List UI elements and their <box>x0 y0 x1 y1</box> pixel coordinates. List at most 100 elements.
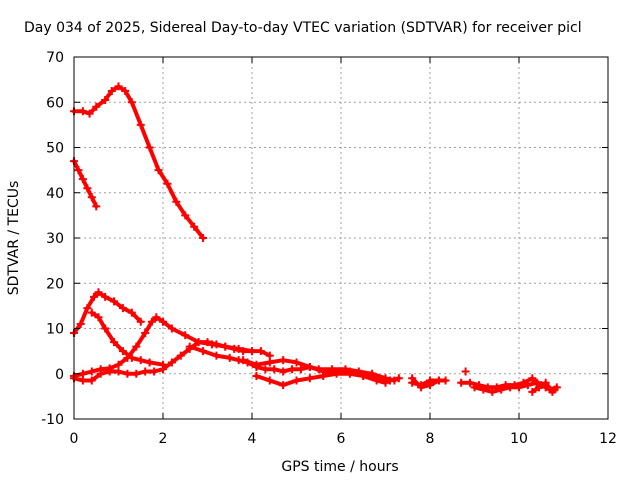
data-point <box>83 184 92 193</box>
data-point <box>123 369 132 378</box>
series-sat-a <box>70 82 208 242</box>
data-point <box>105 367 114 376</box>
data-point <box>541 378 550 387</box>
data-point <box>83 304 92 313</box>
x-axis-label: GPS time / hours <box>281 459 398 475</box>
y-tick-label: 0 <box>55 367 64 383</box>
data-point <box>181 331 190 340</box>
data-point <box>94 288 103 297</box>
data-point <box>548 387 557 396</box>
data-point <box>279 381 288 390</box>
data-point <box>394 374 403 383</box>
plot-series <box>70 82 561 396</box>
data-point <box>199 347 208 356</box>
data-point <box>385 376 394 385</box>
data-point <box>132 369 141 378</box>
data-point <box>132 342 141 351</box>
chart-title: Day 034 of 2025, Sidereal Day-to-day VTE… <box>24 20 582 36</box>
y-tick-label: 10 <box>46 322 64 338</box>
data-point <box>230 344 239 353</box>
data-point <box>150 367 159 376</box>
x-tick-label: 10 <box>510 431 528 447</box>
data-point <box>147 317 156 326</box>
data-point <box>110 297 119 306</box>
series-sat-i <box>252 369 403 390</box>
data-point <box>163 179 172 188</box>
data-point <box>261 365 270 374</box>
data-point <box>345 369 354 378</box>
data-point <box>78 376 87 385</box>
data-point <box>94 313 103 322</box>
data-point <box>292 358 301 367</box>
y-tick-label: -10 <box>41 412 64 428</box>
data-point <box>239 347 248 356</box>
data-point <box>528 387 537 396</box>
data-point <box>92 102 101 111</box>
data-point <box>265 351 274 360</box>
data-point <box>78 107 87 116</box>
data-point <box>87 193 96 202</box>
data-point <box>87 308 96 317</box>
data-point <box>441 376 450 385</box>
series-line <box>410 376 441 390</box>
data-point <box>408 374 417 383</box>
data-point <box>78 369 87 378</box>
data-point <box>87 367 96 376</box>
data-point <box>199 234 208 242</box>
series-line <box>530 380 555 394</box>
y-tick-label: 20 <box>46 276 64 292</box>
data-point <box>101 95 110 104</box>
data-point <box>497 385 506 394</box>
data-point <box>417 383 426 392</box>
data-point <box>154 166 163 175</box>
x-tick-labels: 0 2 4 6 8 10 12 <box>70 431 617 447</box>
data-point <box>532 378 541 387</box>
data-point <box>121 86 130 95</box>
data-point <box>127 98 136 107</box>
data-point <box>96 369 105 378</box>
data-point <box>203 338 212 347</box>
data-point <box>114 360 123 369</box>
series-sat-k <box>408 374 443 392</box>
data-point <box>185 342 194 351</box>
series-sat-o <box>528 378 557 396</box>
data-point <box>239 356 248 365</box>
data-point <box>87 376 96 385</box>
x-tick-label: 8 <box>426 431 435 447</box>
data-point <box>305 374 314 383</box>
data-point <box>85 109 94 118</box>
series-line <box>72 159 99 209</box>
y-tick-label: 70 <box>46 50 64 66</box>
data-point <box>114 367 123 376</box>
data-point <box>110 338 119 347</box>
data-point <box>305 362 314 371</box>
data-point <box>332 369 341 378</box>
data-point <box>212 351 221 360</box>
data-point <box>172 197 181 206</box>
data-point <box>167 358 176 367</box>
data-point <box>92 202 101 211</box>
data-point <box>145 358 154 367</box>
data-point <box>256 347 265 356</box>
series-sat-b <box>70 157 101 211</box>
data-point <box>434 376 443 385</box>
data-point <box>107 86 116 95</box>
data-point <box>74 166 83 175</box>
y-tick-label: 50 <box>46 141 64 157</box>
data-point <box>279 356 288 365</box>
data-point <box>145 143 154 152</box>
data-point <box>479 385 488 394</box>
x-tick-label: 0 <box>70 431 79 447</box>
data-point <box>123 353 132 362</box>
data-point <box>319 372 328 381</box>
data-point <box>252 372 261 381</box>
data-point <box>248 347 256 356</box>
data-point <box>225 353 234 362</box>
y-tick-label: 40 <box>46 186 64 202</box>
data-point <box>265 358 274 367</box>
data-point <box>372 374 381 383</box>
data-point <box>159 365 167 374</box>
data-point <box>194 338 203 347</box>
series-sat-c <box>70 288 145 338</box>
data-point <box>181 211 190 220</box>
